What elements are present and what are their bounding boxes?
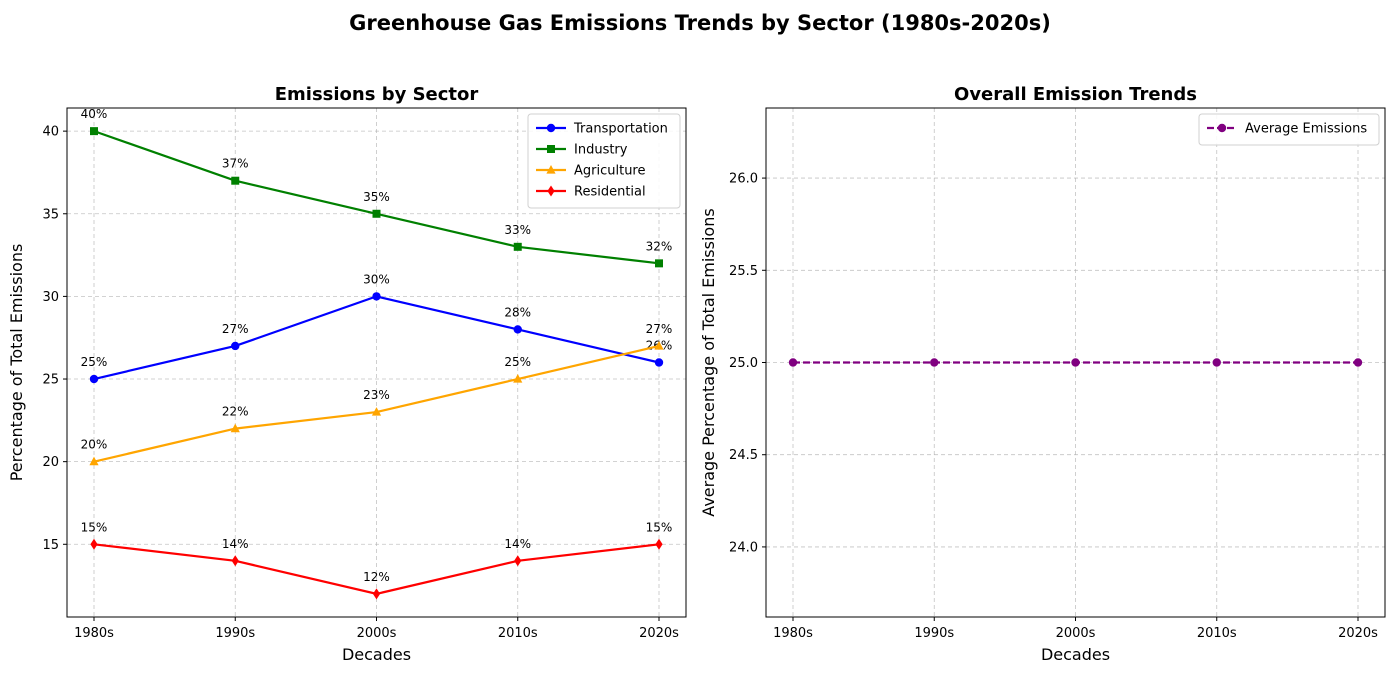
data-point xyxy=(654,358,664,367)
data-label: 15% xyxy=(81,520,108,534)
x-tick-label: 1980s xyxy=(74,626,114,641)
data-label: 27% xyxy=(646,322,673,336)
legend-entry-label: Average Emissions xyxy=(1245,122,1367,137)
legend-marker xyxy=(547,185,555,197)
data-point xyxy=(371,407,382,416)
x-tick-label: 2000s xyxy=(1056,626,1096,641)
y-tick-label: 20 xyxy=(42,455,59,470)
legend: Average Emissions xyxy=(1198,113,1380,146)
legend-marker xyxy=(1217,123,1227,133)
axes-title: Emissions by Sector xyxy=(275,84,479,105)
data-point xyxy=(655,538,663,550)
x-tick-label: 1990s xyxy=(914,626,954,641)
legend-marker xyxy=(547,145,555,153)
data-label: 12% xyxy=(363,570,390,584)
y-axis-label: Average Percentage of Total Emissions xyxy=(699,208,718,516)
legend-marker xyxy=(546,165,556,174)
overall-emission-trends-chart: 1980s 1990s 2000s 2010s 2020s 24.0 24.5 25.0 25.… xyxy=(699,84,1386,664)
data-label: 37% xyxy=(222,157,249,171)
legend-marker xyxy=(546,123,556,133)
y-tick-label: 35 xyxy=(42,207,59,222)
data-point xyxy=(654,340,664,350)
x-axis-label: Decades xyxy=(1041,645,1110,664)
series-industry: 40% 37% 35% 33% 32% xyxy=(81,107,673,268)
y-tick-label: 25 xyxy=(42,373,59,388)
data-point xyxy=(1353,358,1363,367)
data-label: 33% xyxy=(504,223,531,237)
data-label: 15% xyxy=(646,520,673,534)
data-label: 14% xyxy=(222,537,249,551)
x-tick-label: 1990s xyxy=(215,626,255,641)
y-tick-label: 24.5 xyxy=(729,448,758,463)
data-label: 35% xyxy=(363,190,390,204)
data-point xyxy=(788,358,798,367)
series-agriculture: 20% 22% 23% 25% 27% xyxy=(81,322,673,466)
x-tick-label: 1980s xyxy=(773,626,813,641)
data-point xyxy=(372,292,381,301)
data-point xyxy=(1071,358,1080,367)
x-tick-label: 2010s xyxy=(1197,626,1237,641)
data-label: 14% xyxy=(504,537,531,551)
data-label: 23% xyxy=(363,388,390,402)
data-label: 25% xyxy=(81,355,108,369)
data-point xyxy=(230,423,240,433)
legend-entry-label: Residential xyxy=(574,185,646,200)
y-tick-label: 40 xyxy=(42,125,59,140)
legend-entry-label: Industry xyxy=(574,143,628,158)
data-point xyxy=(372,209,381,218)
data-point xyxy=(89,456,99,466)
data-label: 28% xyxy=(504,305,531,319)
data-point xyxy=(513,325,522,334)
data-label: 40% xyxy=(81,107,108,121)
data-point xyxy=(231,555,239,567)
y-tick-label: 26.0 xyxy=(729,172,758,187)
data-point xyxy=(90,127,98,136)
y-tick-label: 25.5 xyxy=(729,264,758,279)
y-tick-label: 30 xyxy=(42,290,59,305)
y-tick-label: 15 xyxy=(42,538,59,553)
figure-title: Greenhouse Gas Emissions Trends by Secto… xyxy=(349,11,1051,35)
data-label: 25% xyxy=(504,355,531,369)
legend-box xyxy=(1198,113,1380,146)
emissions-by-sector-chart: 1980s 1990s 2000s 2010s 2020s 15 20 25 30 35 40 Emi… xyxy=(7,84,687,664)
series-transportation: 25%27%30%28%26% xyxy=(81,272,672,384)
data-label: 30% xyxy=(363,272,390,286)
legend-entry-label: Agriculture xyxy=(574,164,646,179)
x-axis-label: Decades xyxy=(342,645,411,664)
data-point xyxy=(514,555,522,567)
data-point xyxy=(930,358,939,367)
data-point xyxy=(89,374,99,384)
axes-title: Overall Emission Trends xyxy=(954,84,1197,105)
data-label: 27% xyxy=(222,322,249,336)
legend: Transportation Industry Agriculture Residen… xyxy=(527,113,681,209)
y-tick-label: 24.0 xyxy=(729,540,758,555)
data-point xyxy=(372,588,381,600)
x-tick-label: 2000s xyxy=(357,626,397,641)
series-average-emissions xyxy=(788,358,1363,367)
data-point xyxy=(513,242,522,251)
x-tick-label: 2020s xyxy=(639,626,679,641)
data-point xyxy=(513,374,523,383)
series-residential: 15% 14% 12% 14% 15% xyxy=(81,520,673,600)
data-point xyxy=(231,341,240,351)
y-axis-label: Percentage of Total Emissions xyxy=(7,244,26,482)
y-tick-label: 25.0 xyxy=(729,356,758,371)
data-point xyxy=(1212,358,1221,367)
legend-box xyxy=(527,113,681,209)
data-label: 22% xyxy=(222,405,249,419)
x-tick-label: 2010s xyxy=(498,626,538,641)
data-point xyxy=(655,259,663,268)
data-label: 32% xyxy=(646,239,673,253)
data-point xyxy=(231,176,240,185)
data-point xyxy=(90,538,98,550)
data-label: 20% xyxy=(81,438,108,452)
legend-entry-label: Transportation xyxy=(573,122,668,137)
x-tick-label: 2020s xyxy=(1338,626,1378,641)
